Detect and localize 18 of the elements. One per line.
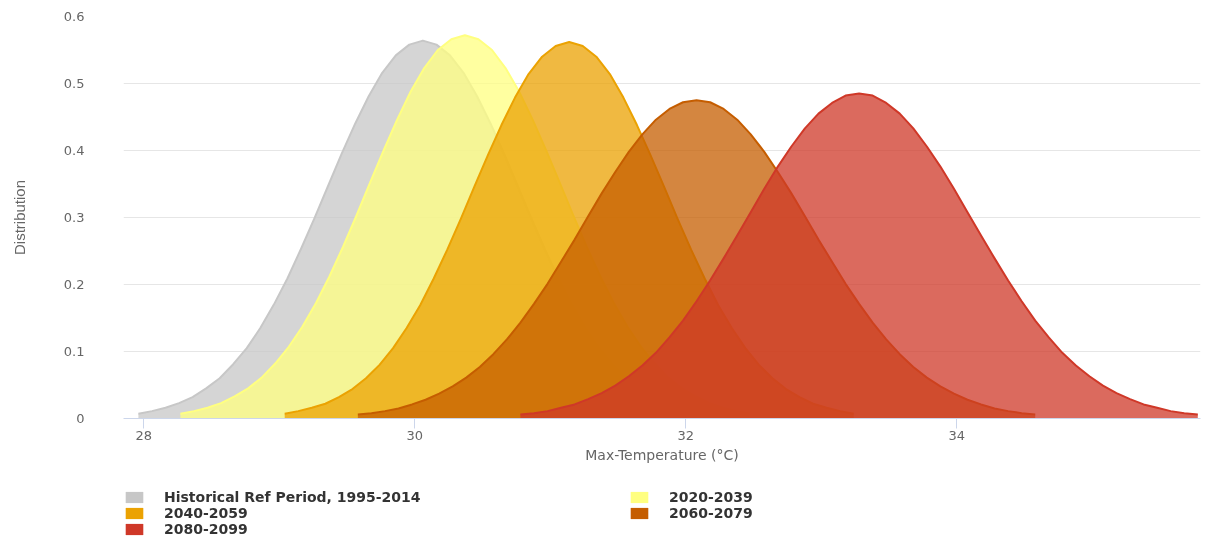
y-tick-label: 0.2 (63, 277, 85, 292)
legend-label: 2040-2059 (164, 505, 249, 521)
x-tick-label: 30 (406, 427, 424, 443)
x-axis-title: Max-Temperature (°C) (585, 446, 739, 463)
y-tick-label: 0.1 (63, 344, 85, 359)
legend-label: 2020-2039 (669, 489, 754, 505)
y-tick-label: 0 (76, 411, 85, 426)
y-axis-title: Distribution (10, 179, 28, 256)
y-tick-label: 0.3 (63, 210, 85, 225)
x-tick-label: 34 (948, 427, 965, 443)
x-tick-label: 28 (135, 427, 153, 443)
legend-label: 2060-2079 (669, 505, 754, 521)
y-tick-label: 0.6 (63, 9, 85, 24)
y-tick-label: 0.5 (63, 76, 85, 91)
x-tick-label: 32 (677, 427, 694, 443)
y-tick-label: 0.4 (63, 143, 85, 158)
legend-label: 2080-2099 (164, 521, 249, 537)
legend-label: Historical Ref Period, 1995-2014 (164, 489, 422, 505)
